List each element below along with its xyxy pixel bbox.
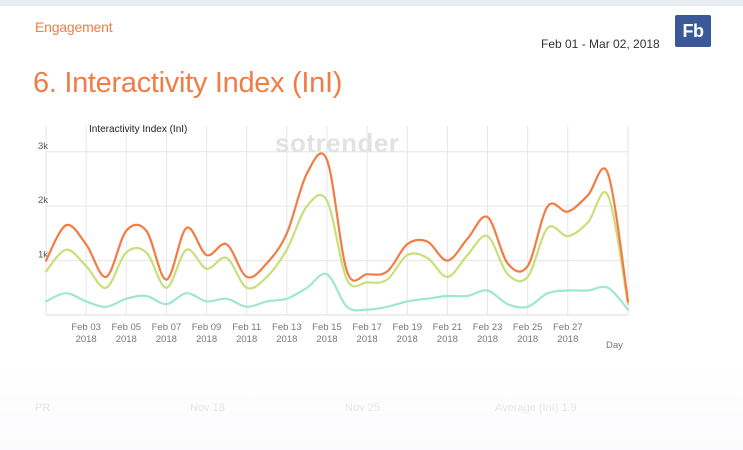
x-tick-year-label: 2018 xyxy=(116,334,137,345)
x-tick-label: Feb 21 xyxy=(433,322,463,333)
chart-title: Interactivity Index (InI) xyxy=(89,124,187,135)
footer-item: PR xyxy=(35,402,51,414)
x-tick-year-label: 2018 xyxy=(357,334,378,345)
facebook-badge-icon: Fb xyxy=(675,15,711,47)
x-tick-year-label: 2018 xyxy=(437,334,458,345)
section-label: Engagement xyxy=(35,19,113,35)
x-tick-label: Feb 13 xyxy=(272,322,302,333)
series-line-2 xyxy=(44,191,630,306)
x-tick-year-label: 2018 xyxy=(196,334,217,345)
top-border xyxy=(0,0,743,6)
x-tick-label: Feb 11 xyxy=(232,322,261,333)
x-tick-year-label: 2018 xyxy=(276,334,297,345)
x-tick-year-label: 2018 xyxy=(557,334,578,345)
series-line-1 xyxy=(44,152,630,303)
y-axis-labels: 1k 2k 3k xyxy=(38,141,48,261)
chart-grid xyxy=(45,126,629,316)
x-tick-label: Feb 05 xyxy=(111,322,141,333)
x-tick-label: Feb 03 xyxy=(71,322,101,333)
series-lines xyxy=(44,152,630,312)
chart-container: sotrender Interactivity Index (InI) 1k 2k… xyxy=(0,110,743,360)
x-tick-year-label: 2018 xyxy=(397,334,418,345)
x-tick-label: Feb 23 xyxy=(473,322,503,333)
x-tick-year-label: 2018 xyxy=(236,334,257,345)
x-tick-label: Feb 17 xyxy=(352,322,382,333)
sotrender-watermark: sotrender xyxy=(275,128,399,158)
x-tick-label: Feb 19 xyxy=(392,322,422,333)
x-tick-year-label: 2018 xyxy=(316,334,337,345)
x-tick-year-label: 2018 xyxy=(156,334,177,345)
y-tick-label: 1k xyxy=(38,250,48,261)
y-tick-label: 3k xyxy=(38,141,48,152)
footer-item: Average (InI) 1.9 xyxy=(495,402,577,414)
faded-footer: PR Nov 18 Nov 25 Average (InI) 1.9 xyxy=(0,360,743,450)
x-axis-title: Day xyxy=(606,340,623,351)
x-tick-year-label: 2018 xyxy=(517,334,538,345)
x-tick-label: Feb 25 xyxy=(513,322,543,333)
x-tick-label: Feb 09 xyxy=(192,322,222,333)
date-range: Feb 01 - Mar 02, 2018 xyxy=(541,37,660,51)
x-tick-year-label: 2018 xyxy=(477,334,498,345)
series-line-3 xyxy=(44,272,630,312)
interactivity-line-chart: sotrender Interactivity Index (InI) 1k 2k… xyxy=(38,124,630,351)
footer-item: Nov 18 xyxy=(190,402,225,414)
x-tick-label: Feb 15 xyxy=(312,322,342,333)
y-tick-label: 2k xyxy=(38,195,48,206)
x-tick-label: Feb 07 xyxy=(152,322,182,333)
page-title: 6. Interactivity Index (InI) xyxy=(33,67,343,99)
footer-item: Nov 25 xyxy=(345,402,380,414)
x-tick-year-label: 2018 xyxy=(76,334,97,345)
x-tick-label: Feb 27 xyxy=(553,322,583,333)
